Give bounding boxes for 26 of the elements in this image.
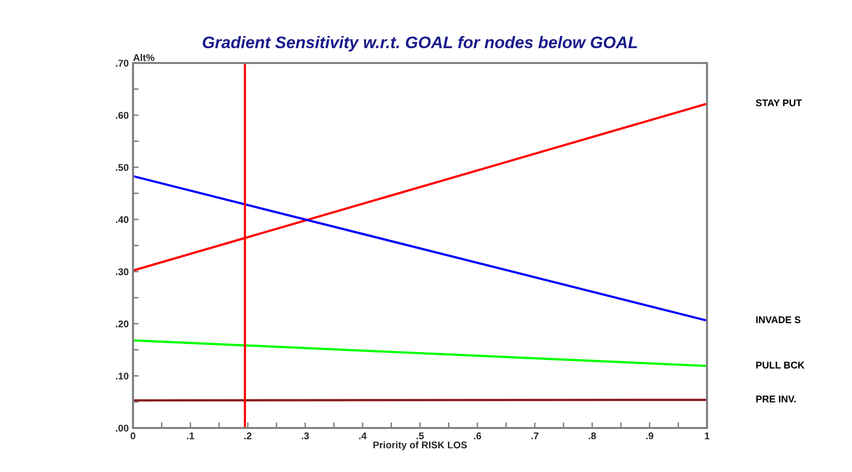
chart-title: Gradient Sensitivity w.r.t. GOAL for nodes below GOAL [202, 36, 638, 52]
y-tick-label: .00 [116, 424, 128, 432]
x-tick-label: .8 [588, 432, 596, 440]
y-tick-label: .60 [116, 112, 128, 119]
x-axis-title: Priority of RISK LOS [373, 441, 467, 450]
y-tick-label: .50 [116, 164, 128, 171]
x-tick-label: 1 [704, 432, 710, 440]
text: INVADE S [756, 316, 800, 324]
y-tick-label: .30 [116, 268, 128, 276]
x-tick-label: .7 [531, 432, 538, 440]
y-tick-label: .70 [116, 60, 128, 67]
y-tick-label: .10 [116, 372, 128, 380]
x-tick-label: .3 [302, 432, 309, 440]
y-tick-label: .20 [116, 320, 128, 328]
x-tick-label: .2 [244, 432, 252, 440]
x-tick-label: .4 [359, 432, 367, 440]
text: PRE INV. [756, 396, 796, 402]
x-tick-label: .1 [187, 432, 194, 440]
x-tick-label: .6 [474, 432, 482, 440]
x-tick-label: 0 [130, 432, 136, 440]
text: PULL BCK [756, 362, 804, 369]
y-axis-title: Alt% [133, 54, 154, 62]
text: STAY PUT [756, 99, 802, 106]
x-tick-label: .9 [646, 432, 654, 440]
y-tick-label: .40 [116, 216, 128, 224]
x-tick-label: .5 [416, 432, 424, 440]
